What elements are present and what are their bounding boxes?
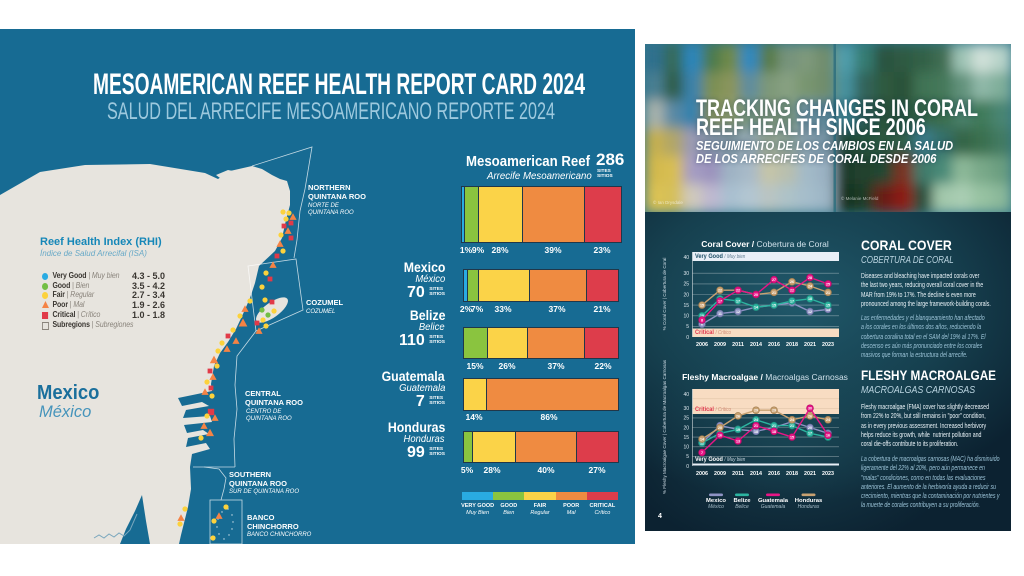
svg-text:10: 10 <box>683 445 689 451</box>
svg-text:22: 22 <box>718 289 722 293</box>
svg-text:24: 24 <box>808 284 812 288</box>
svg-text:25: 25 <box>683 416 689 422</box>
svg-text:24: 24 <box>754 418 758 422</box>
svg-text:17: 17 <box>718 299 722 303</box>
svg-text:12: 12 <box>808 310 812 314</box>
svg-text:21: 21 <box>826 291 830 295</box>
svg-text:17: 17 <box>808 432 812 436</box>
svg-text:40: 40 <box>683 255 689 261</box>
svg-text:19: 19 <box>736 428 740 432</box>
svg-text:10: 10 <box>683 314 689 320</box>
svg-text:21: 21 <box>790 424 794 428</box>
svg-text:15: 15 <box>683 435 689 441</box>
svg-text:26: 26 <box>790 280 794 284</box>
svg-text:0: 0 <box>686 335 689 341</box>
svg-text:0: 0 <box>686 464 689 470</box>
svg-text:7: 7 <box>701 451 703 455</box>
svg-text:16: 16 <box>718 434 722 438</box>
svg-text:20: 20 <box>718 426 722 430</box>
svg-text:21: 21 <box>772 291 776 295</box>
svg-text:18: 18 <box>808 297 812 301</box>
svg-text:18: 18 <box>772 430 776 434</box>
svg-text:5: 5 <box>686 324 689 330</box>
svg-text:12: 12 <box>700 441 704 445</box>
svg-text:29: 29 <box>772 409 776 413</box>
svg-text:2009: 2009 <box>714 342 726 348</box>
svg-text:11: 11 <box>718 312 722 316</box>
svg-text:24: 24 <box>790 418 794 422</box>
svg-text:2016: 2016 <box>768 471 780 477</box>
svg-text:12: 12 <box>736 310 740 314</box>
svg-text:2018: 2018 <box>786 342 798 348</box>
svg-text:13: 13 <box>826 308 830 312</box>
svg-text:2021: 2021 <box>804 342 816 348</box>
svg-text:22: 22 <box>736 289 740 293</box>
svg-text:2018: 2018 <box>786 471 798 477</box>
svg-text:15: 15 <box>700 304 704 308</box>
svg-text:2011: 2011 <box>732 342 744 348</box>
svg-text:29: 29 <box>754 409 758 413</box>
svg-text:6: 6 <box>701 323 703 327</box>
svg-text:30: 30 <box>683 406 689 412</box>
svg-text:2021: 2021 <box>804 471 816 477</box>
svg-text:18: 18 <box>754 430 758 434</box>
svg-text:27: 27 <box>772 278 776 282</box>
svg-text:28: 28 <box>808 276 812 280</box>
svg-text:MESOAMERICAN REEF HEALTH REPOR: MESOAMERICAN REEF HEALTH REPORT CARD 202… <box>93 69 585 101</box>
svg-text:15: 15 <box>790 436 794 440</box>
svg-text:20: 20 <box>683 425 689 431</box>
svg-text:2016: 2016 <box>768 342 780 348</box>
svg-text:2023: 2023 <box>822 342 834 348</box>
svg-text:24: 24 <box>826 418 830 422</box>
svg-text:40: 40 <box>683 392 689 398</box>
svg-text:26: 26 <box>736 414 740 418</box>
svg-text:15: 15 <box>683 303 689 309</box>
svg-text:2006: 2006 <box>696 342 708 348</box>
svg-text:SALUD DEL ARRECIFE MESOAMERICA: SALUD DEL ARRECIFE MESOAMERICANO REPORTE… <box>107 98 555 125</box>
svg-text:13: 13 <box>736 439 740 443</box>
svg-text:15: 15 <box>826 304 830 308</box>
svg-text:8: 8 <box>701 318 703 322</box>
svg-text:2011: 2011 <box>732 471 744 477</box>
svg-text:17: 17 <box>736 299 740 303</box>
svg-text:2014: 2014 <box>750 471 762 477</box>
svg-text:30: 30 <box>808 407 812 411</box>
svg-text:21: 21 <box>754 424 758 428</box>
svg-text:10: 10 <box>700 314 704 318</box>
svg-text:2014: 2014 <box>750 342 762 348</box>
svg-text:20: 20 <box>808 426 812 430</box>
svg-text:21: 21 <box>772 424 776 428</box>
svg-text:20: 20 <box>754 293 758 297</box>
svg-text:25: 25 <box>826 282 830 286</box>
svg-text:5: 5 <box>686 454 689 460</box>
svg-text:14: 14 <box>700 438 704 442</box>
svg-text:26: 26 <box>808 414 812 418</box>
svg-text:16: 16 <box>826 434 830 438</box>
svg-text:20: 20 <box>683 292 689 298</box>
svg-text:30: 30 <box>683 271 689 277</box>
svg-text:2023: 2023 <box>822 471 834 477</box>
svg-text:22: 22 <box>790 289 794 293</box>
svg-text:17: 17 <box>790 299 794 303</box>
svg-text:15: 15 <box>772 304 776 308</box>
svg-text:14: 14 <box>754 306 758 310</box>
svg-text:25: 25 <box>683 282 689 288</box>
svg-text:2009: 2009 <box>714 471 726 477</box>
svg-text:2006: 2006 <box>696 471 708 477</box>
